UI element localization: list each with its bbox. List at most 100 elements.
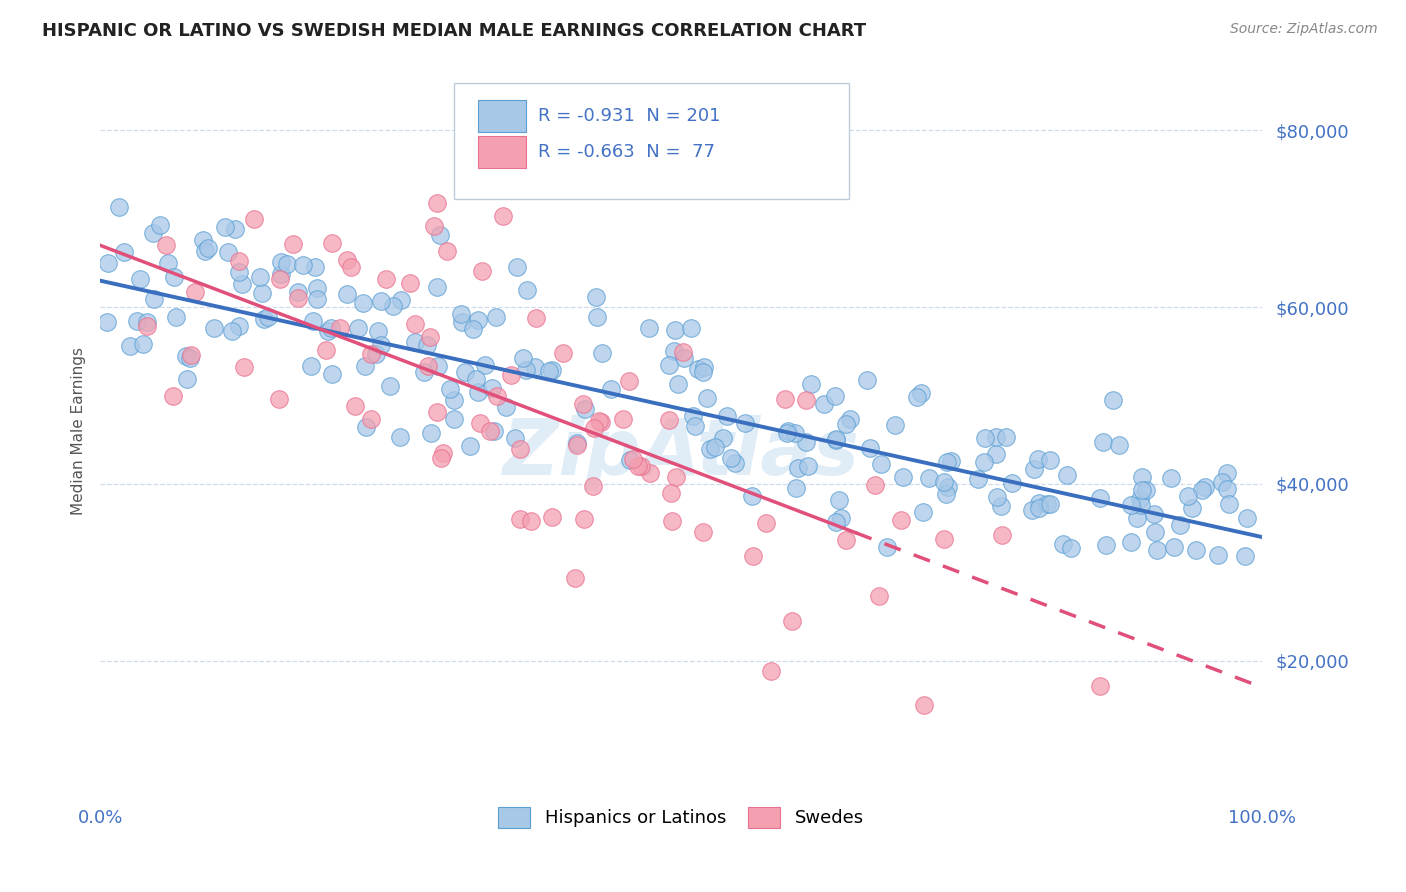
Point [699,442,721,457]
Point [1206,548,1229,562]
Point [467,313,489,327]
Point [755,516,778,531]
Point [228,254,250,268]
Point [785,481,807,495]
Point [870,457,893,471]
Point [541,509,564,524]
Point [890,513,912,527]
Point [1194,480,1216,494]
Point [505,260,527,274]
Point [389,293,412,308]
Point [666,376,689,391]
Point [540,363,562,377]
Point [932,533,955,547]
FancyBboxPatch shape [454,83,849,199]
Point [143,292,166,306]
Point [742,549,765,563]
Point [813,397,835,411]
Point [1028,496,1050,510]
Point [1216,467,1239,481]
Point [228,319,250,334]
Point [224,222,246,236]
Point [515,363,537,377]
Point [720,450,742,465]
Point [1132,469,1154,483]
Point [658,358,681,372]
Point [481,381,503,395]
Point [270,255,292,269]
Point [429,451,451,466]
Point [360,347,382,361]
Point [1234,549,1257,564]
Point [1088,679,1111,693]
Point [426,279,449,293]
Point [269,392,291,407]
Point [269,272,291,286]
Point [495,401,517,415]
Point [149,218,172,232]
Point [96,314,118,328]
Point [986,490,1008,504]
Point [305,281,328,295]
Point [471,264,494,278]
Point [1001,476,1024,491]
Point [1135,483,1157,497]
Point [316,324,339,338]
Point [1039,453,1062,467]
Point [524,311,547,326]
Point [1211,475,1233,489]
Point [454,365,477,379]
Point [612,411,634,425]
Point [163,270,186,285]
Point [378,378,401,392]
Point [97,256,120,270]
Point [524,359,547,374]
Point [499,368,522,382]
Point [797,459,820,474]
Point [423,219,446,233]
Point [1143,507,1166,521]
Point [270,267,292,281]
Point [299,359,322,373]
Point [1184,542,1206,557]
Point [321,368,343,382]
Point [1028,501,1050,516]
Point [516,284,538,298]
Point [443,392,465,407]
Point [939,453,962,467]
Point [564,571,586,585]
Point [1146,542,1168,557]
Point [859,441,882,455]
Point [197,241,219,255]
Point [347,321,370,335]
Point [112,244,135,259]
Point [165,310,187,325]
Point [682,409,704,424]
Text: HISPANIC OR LATINO VS SWEDISH MEDIAN MALE EARNINGS CORRELATION CHART: HISPANIC OR LATINO VS SWEDISH MEDIAN MAL… [42,22,866,40]
Point [482,425,505,439]
Point [1191,483,1213,497]
Point [835,533,858,547]
Point [973,455,995,469]
Point [370,338,392,352]
Point [936,455,959,469]
Point [984,447,1007,461]
Point [257,310,280,325]
Point [659,486,682,500]
Point [1160,471,1182,485]
Point [990,499,1012,513]
Point [420,425,443,440]
Point [696,391,718,405]
Point [824,389,846,403]
Point [412,365,434,379]
Point [426,195,449,210]
Point [905,390,928,404]
Point [775,425,797,440]
Point [427,359,450,373]
Point [585,290,607,304]
Point [910,385,932,400]
Point [984,429,1007,443]
Point [174,349,197,363]
Point [591,415,613,429]
Point [319,321,342,335]
